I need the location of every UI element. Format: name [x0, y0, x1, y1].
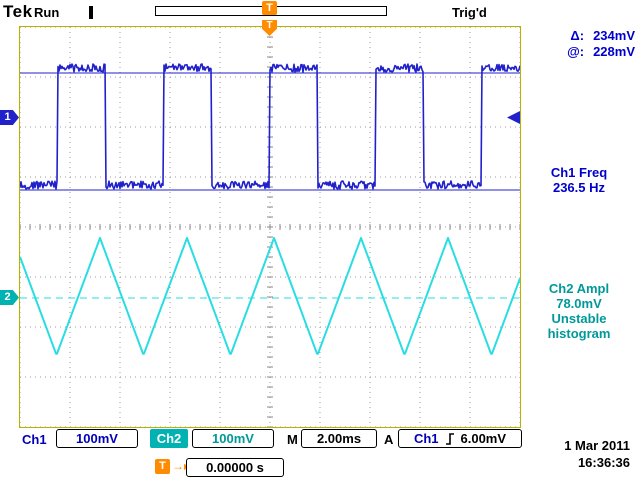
- horizontal-position-icon-label: T: [159, 460, 166, 472]
- ch2-measurement-flag-1: Unstable: [551, 311, 607, 326]
- trigger-position-arrow-label: T: [266, 20, 273, 31]
- ch2-measurement-flag-2: histogram: [547, 326, 611, 341]
- trigger-status: Trig'd: [452, 5, 487, 20]
- ch2-marker-label: 2: [4, 291, 11, 303]
- waveform-plot: [20, 27, 520, 427]
- waveform-display: [19, 26, 521, 428]
- ch2-measurement-value: 78.0mV: [556, 296, 602, 311]
- trigger-source: Ch1: [413, 431, 439, 446]
- ch1-measurement: Ch1 Freq 236.5 Hz: [521, 165, 637, 195]
- horizontal-position-icon: T: [155, 459, 170, 474]
- brand-logo: Tek: [3, 2, 33, 21]
- ch1-position-marker: 1: [0, 110, 19, 125]
- ch2-measurement-name: Ch2 Ampl: [548, 281, 610, 296]
- ch1-scale-label: Ch1: [22, 432, 47, 447]
- cursor-at-value: 228mV: [593, 44, 635, 59]
- acquisition-status: Run: [34, 5, 60, 20]
- trigger-position-label: T: [266, 2, 273, 14]
- cursor-delta-label: Δ:: [570, 28, 585, 43]
- ch2-scale-label: Ch2: [150, 429, 188, 448]
- cursor-at-readout: @: 228mV: [523, 44, 635, 60]
- trigger-readout: Ch1 6.00mV: [398, 429, 522, 448]
- ch2-position-marker: 2: [0, 290, 19, 305]
- trigger-position-icon: T: [262, 1, 277, 15]
- ch1-marker-label: 1: [4, 111, 11, 123]
- ch1-measurement-name: Ch1 Freq: [550, 165, 608, 180]
- horizontal-position-value: 0.00000 s: [186, 458, 284, 477]
- cursor-delta-value: 234mV: [593, 28, 635, 43]
- timebase-label: M: [287, 432, 298, 447]
- horizontal-position-arrow-icon: →▸: [172, 459, 191, 473]
- record-left-tick: [89, 6, 93, 19]
- cursor-at-label: @:: [567, 44, 585, 59]
- trigger-mode-label: A: [384, 432, 394, 447]
- ch2-measurement: Ch2 Ampl 78.0mV Unstable histogram: [521, 281, 637, 341]
- ch1-measurement-value: 236.5 Hz: [552, 180, 606, 195]
- ch1-scale-value: 100mV: [56, 429, 138, 448]
- trigger-position-arrow-icon: T: [262, 20, 277, 36]
- timebase-value: 2.00ms: [301, 429, 377, 448]
- rising-edge-icon: [445, 432, 454, 445]
- cursor-delta-readout: Δ: 234mV: [523, 28, 635, 44]
- date-time-readout: 1 Mar 2011 16:36:36: [564, 437, 630, 471]
- trigger-level-value: 6.00mV: [460, 431, 507, 446]
- date-value: 1 Mar 2011: [564, 438, 630, 453]
- time-value: 16:36:36: [577, 455, 630, 470]
- ch2-scale-value: 100mV: [192, 429, 274, 448]
- cursor-readouts: Δ: 234mV @: 228mV: [523, 28, 635, 60]
